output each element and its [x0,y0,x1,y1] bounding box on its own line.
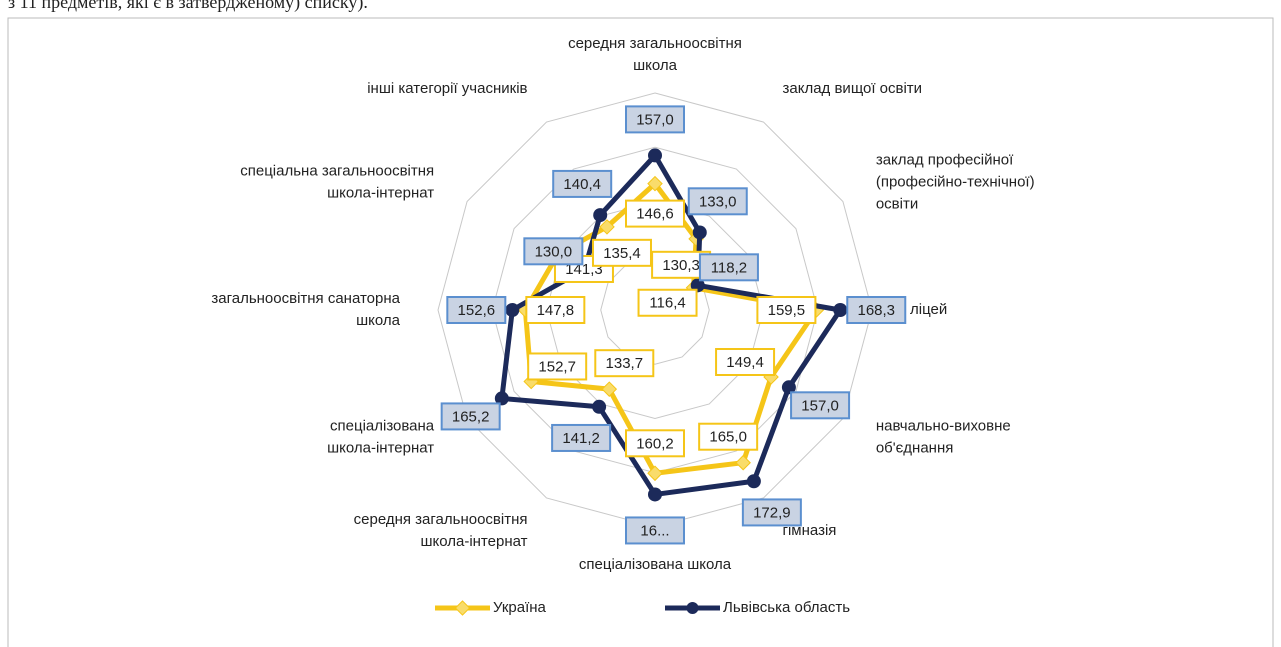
data-label-box [846,296,907,324]
data-label-box [687,187,748,216]
category-label: середня загальноосвітня школа [568,35,742,74]
data-label: 140,4 [563,176,601,193]
data-label-box [523,237,584,266]
marker [833,303,848,317]
data-label: 159,5 [768,302,806,319]
data-label: 133,7 [606,355,644,372]
data-label-box [756,296,817,324]
marker [648,487,662,502]
marker [746,474,761,489]
data-label: 130,0 [535,243,573,260]
marker [735,454,751,471]
data-label-box [741,498,802,527]
legend-marker [454,600,471,616]
data-label: 16... [640,522,669,539]
marker [505,303,520,317]
category-label: інші категорії учасників [367,80,527,97]
data-label-box [446,296,507,324]
data-label: 157,0 [801,397,839,414]
legend-marker [686,602,699,614]
data-label-box [698,422,759,451]
data-label-box [525,296,586,324]
data-label: 157,0 [636,111,674,128]
data-label: 130,3 [662,257,700,274]
data-label: 116,4 [649,295,685,312]
data-label-box [527,352,588,381]
data-label-box [551,423,612,452]
category-label: спеціалізована школа-інтернат [327,417,435,456]
data-label: 146,6 [636,206,674,223]
data-label-box [552,169,613,198]
data-label: 135,4 [603,245,641,262]
data-label-box [625,516,685,545]
data-label: 152,6 [458,302,496,319]
category-label: заклад професійної (професійно-технічної)… [876,151,1035,212]
data-label-box [715,347,776,376]
data-label-box [440,402,501,431]
category-label: середня загальноосвітня школа-інтернат [354,511,528,550]
data-label: 172,9 [753,504,791,521]
category-label: навчально-виховне об'єднання [876,417,1011,456]
marker [599,219,615,235]
category-label: заклад вищої освіти [783,80,923,97]
marker [692,225,707,240]
data-label: 149,4 [726,354,764,371]
data-label-box [625,199,685,228]
category-label: спеціалізована школа [579,556,732,573]
data-label: 168,3 [857,302,895,319]
header-text: з 11 предметів, які є в затвердженому) с… [8,0,368,13]
marker [781,380,796,395]
marker [592,399,607,414]
marker [494,391,509,406]
data-label-box [594,349,655,378]
category-label: загальноосвітня санаторна школа [211,290,400,329]
category-label: спеціальна загальноосвітня школа-інтернат [240,162,434,201]
data-label-box [637,288,698,317]
category-label: ліцей [910,301,947,318]
data-label-box [790,391,851,420]
data-label: 165,0 [709,429,747,446]
data-label-box [698,253,759,282]
legend-label: Україна [493,599,547,616]
marker [647,465,663,482]
marker [648,148,662,163]
data-label-box [625,429,685,458]
marker [593,208,608,223]
legend-label: Львівська область [723,599,850,616]
data-label: 118,2 [711,259,747,276]
data-label: 141,2 [562,430,600,447]
data-label-box [591,238,652,267]
data-label: 160,2 [636,435,674,452]
data-label: 165,2 [452,408,490,425]
data-label: 133,0 [699,193,737,210]
marker [601,381,618,397]
marker [647,175,663,192]
data-label: 152,7 [538,358,576,375]
data-label-box [625,105,685,134]
data-label: 147,8 [537,302,575,319]
